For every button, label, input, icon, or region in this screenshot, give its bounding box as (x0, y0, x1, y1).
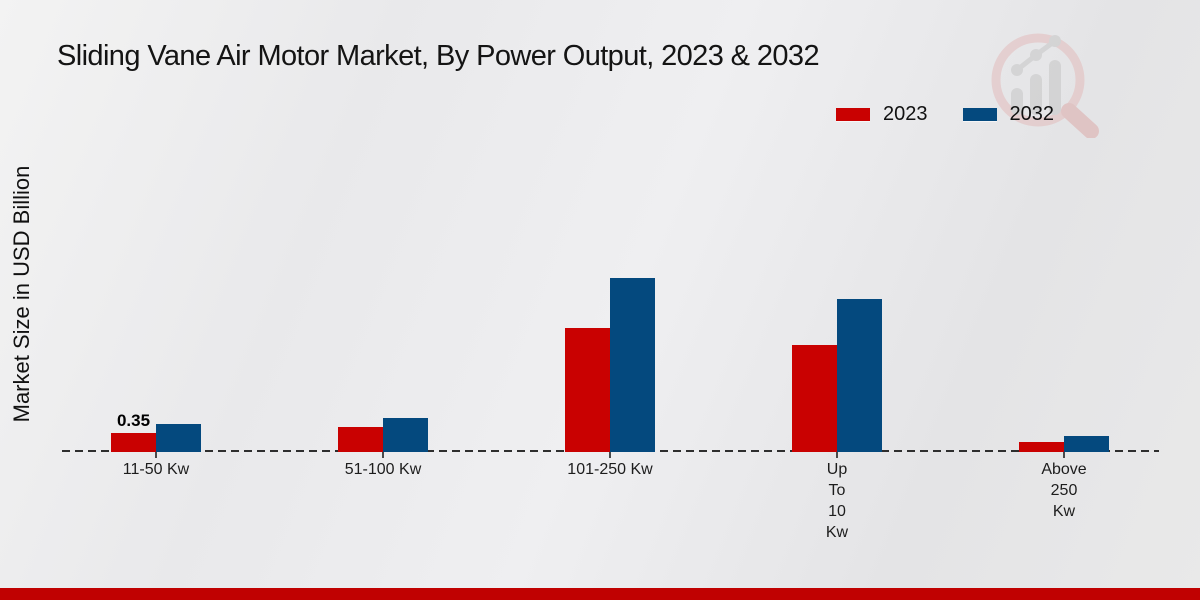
chart-title: Sliding Vane Air Motor Market, By Power … (57, 40, 820, 72)
x-axis-tick (155, 452, 157, 458)
legend-swatch-2023 (836, 108, 870, 121)
x-axis-tick (836, 452, 838, 458)
legend-label-2023: 2023 (883, 103, 928, 125)
bar-2023-11-50-kw (111, 433, 156, 452)
legend-item-2032: 2032 (962, 103, 1055, 126)
legend-item-2023: 2023 (836, 103, 928, 126)
magnifier-chart-logo (991, 33, 1099, 138)
x-axis-tick (1063, 452, 1065, 458)
bar-2032-11-50-kw (156, 424, 201, 452)
x-axis-label-1: 51-100 Kw (344, 461, 422, 478)
bar-2032-above-250-kw (1064, 436, 1109, 452)
bar-2032-101-250-kw (610, 278, 655, 452)
x-axis-label-3: Up To 10 Kw (825, 461, 849, 541)
bar-2023-101-250-kw (565, 328, 610, 452)
bar-2023-above-250-kw (1019, 442, 1064, 452)
footer-red-band (0, 588, 1200, 600)
x-axis-tick (382, 452, 384, 458)
x-axis-label-4: Above 250 Kw (1041, 461, 1087, 520)
legend-label-2032: 2032 (1009, 103, 1055, 125)
bar-2032-51-100-kw (383, 418, 428, 452)
bar-2023-51-100-kw (338, 427, 383, 452)
bar-2023-up-to-10-kw (792, 345, 837, 452)
x-axis-tick (609, 452, 611, 458)
x-axis-label-2: 101-250 Kw (567, 461, 653, 478)
x-axis-label-0: 11-50 Kw (122, 461, 190, 478)
legend: 2023 2032 (836, 103, 1054, 126)
bar-data-label: 0.35 (116, 411, 151, 430)
bar-2032-up-to-10-kw (837, 299, 882, 452)
legend-swatch-2032 (962, 108, 997, 121)
